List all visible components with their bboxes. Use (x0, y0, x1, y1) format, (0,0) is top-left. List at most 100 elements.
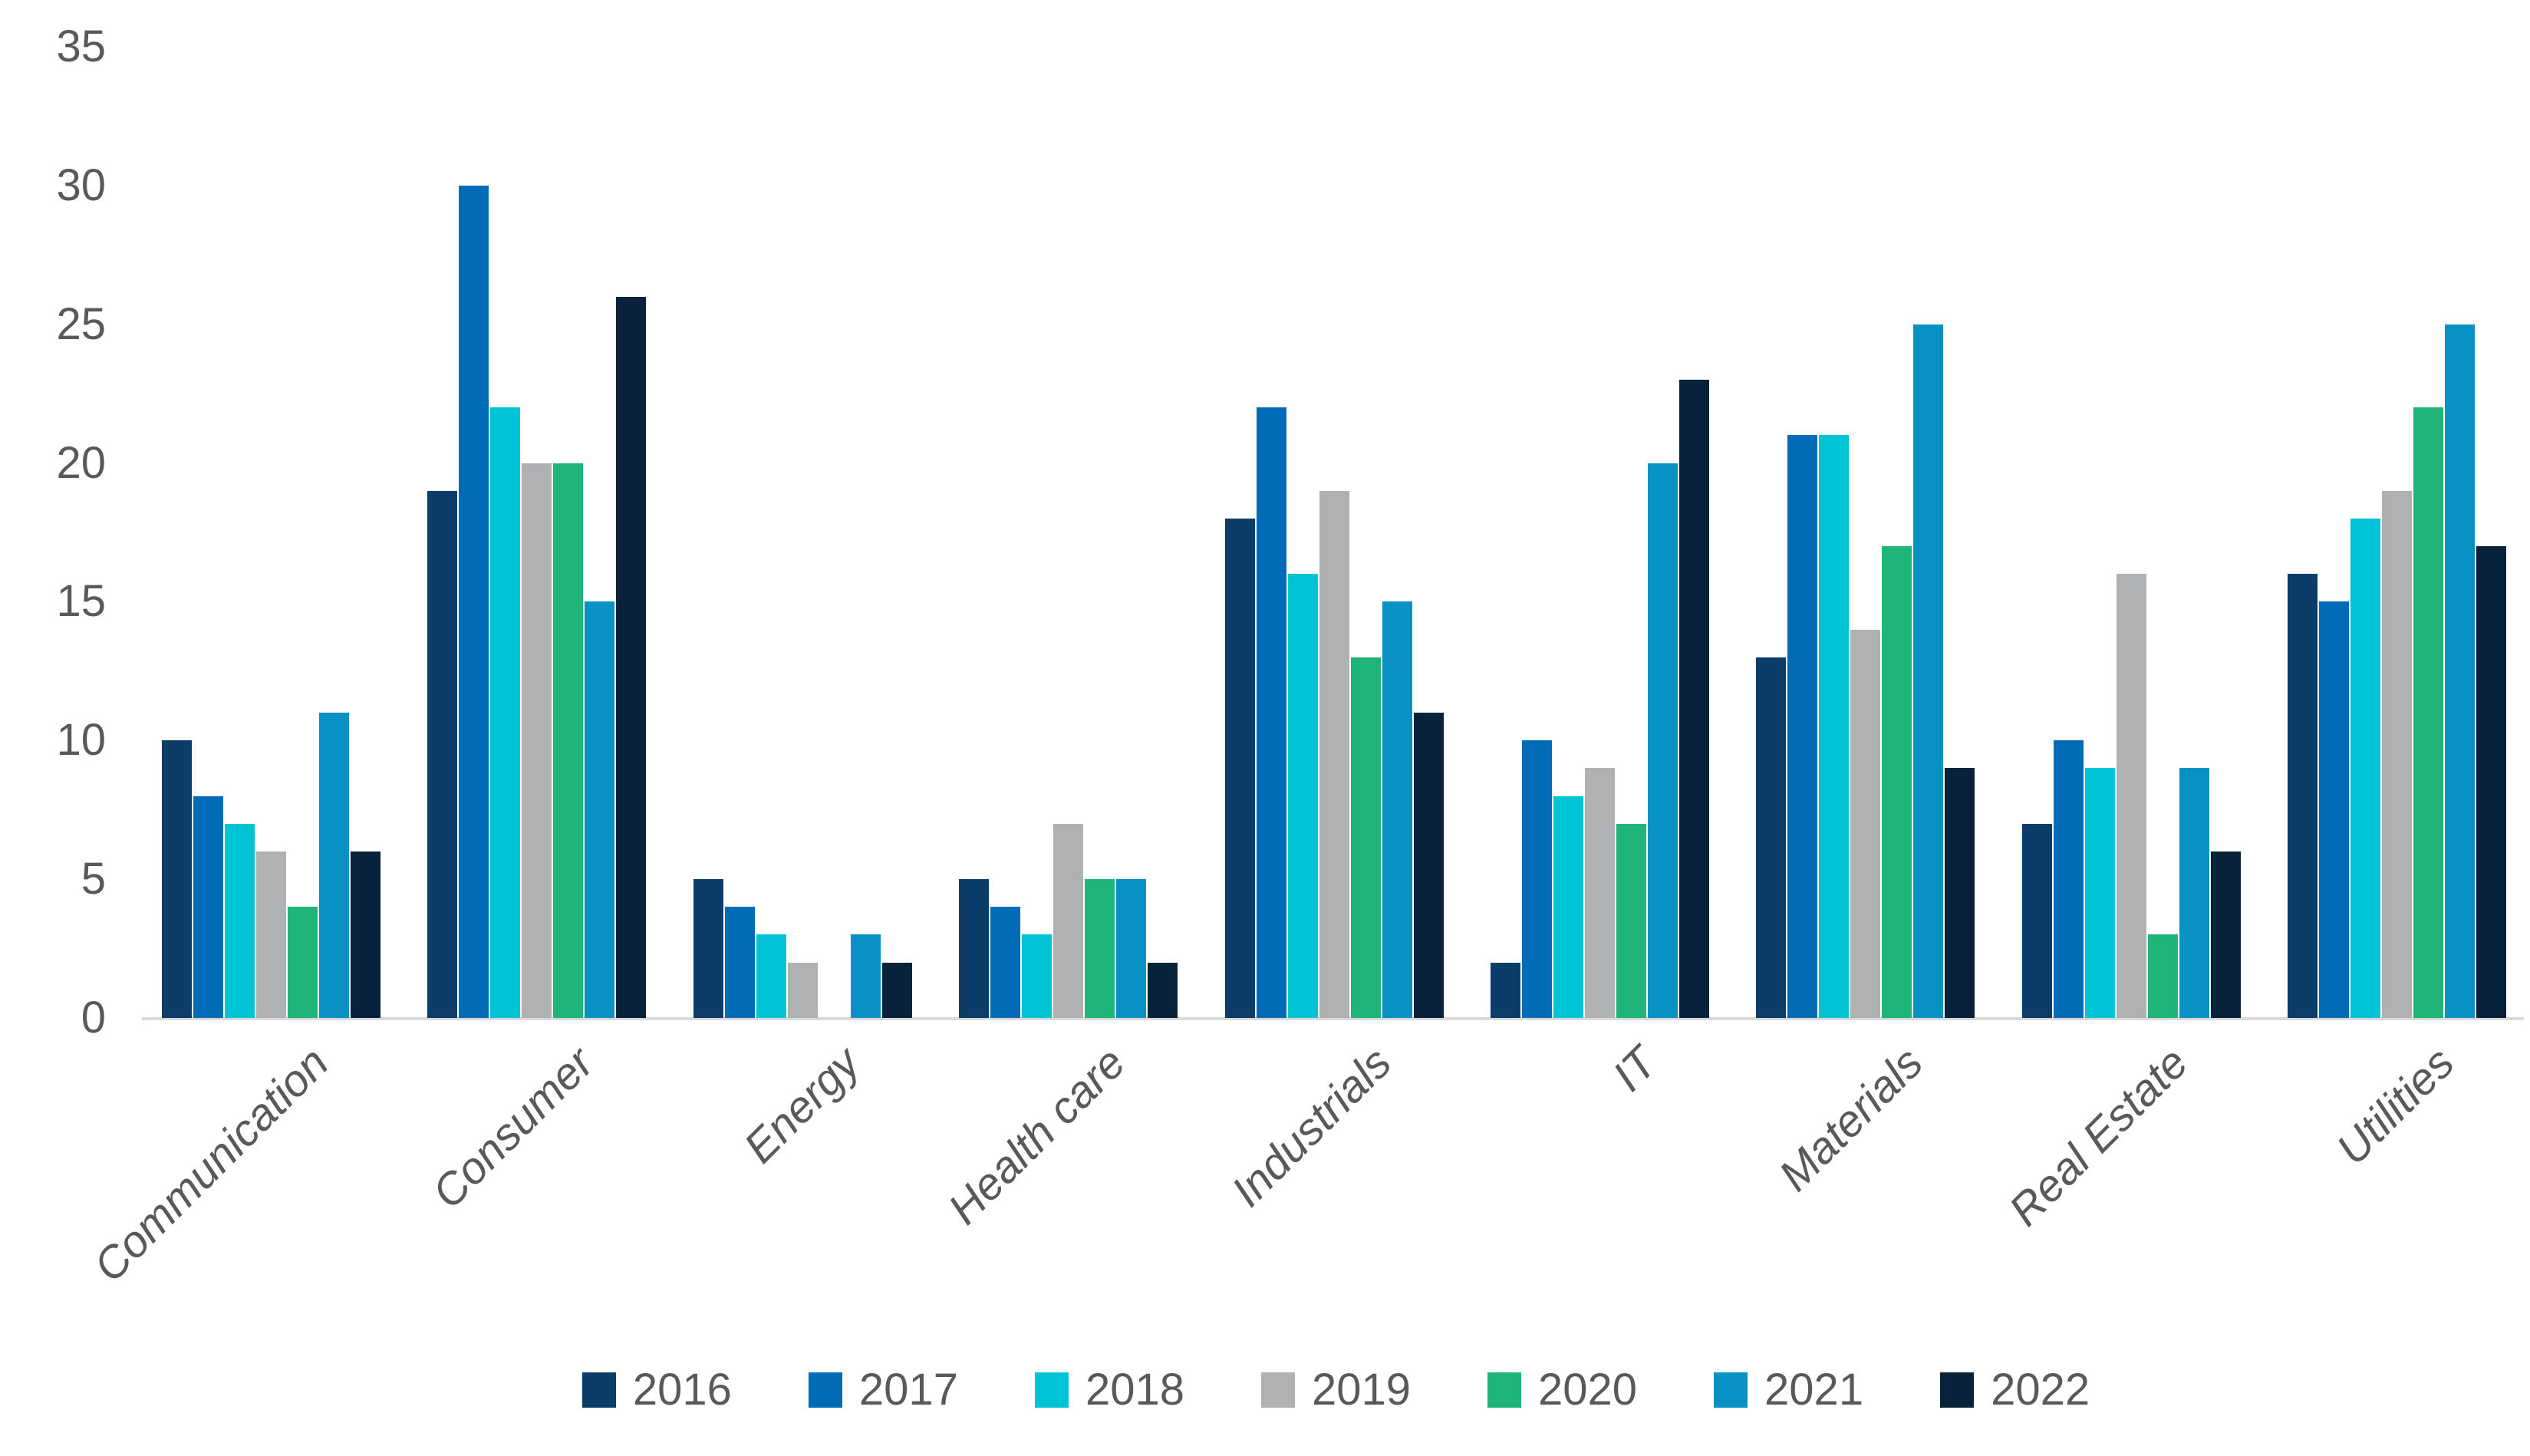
bar-2021-communication (319, 713, 349, 1018)
bar-2018-industrials (1288, 574, 1318, 1018)
bar-2019-energy (788, 962, 818, 1018)
bar-2018-real-estate (2085, 768, 2115, 1018)
bar-2019-utilities (2382, 490, 2412, 1018)
legend-swatch-2020 (1487, 1372, 1522, 1408)
category-label: Health care (938, 1037, 1135, 1234)
category-label: Communication (84, 1037, 338, 1292)
category-label: Energy (734, 1037, 869, 1173)
bar-2017-materials (1787, 435, 1817, 1018)
category-label: IT (1603, 1037, 1667, 1102)
bar-2017-utilities (2319, 601, 2349, 1018)
legend-item: 2022 (1940, 1367, 2090, 1413)
y-tick-label: 10 (56, 715, 106, 766)
bar-2019-it (1585, 768, 1615, 1018)
bar-2019-industrials (1319, 490, 1349, 1018)
bar-2018-materials (1819, 435, 1849, 1018)
bar-2018-health-care (1022, 934, 1052, 1018)
bar-2016-materials (1756, 657, 1786, 1018)
bar-2021-energy (851, 934, 881, 1018)
legend: 2016 2017 2018 2019 2020 2021 2022 (142, 1367, 2530, 1413)
bar-2016-it (1491, 962, 1520, 1018)
y-tick-label: 20 (56, 437, 106, 488)
bar-2017-communication (193, 796, 223, 1018)
bar-2020-it (1616, 823, 1646, 1018)
legend-item: 2021 (1714, 1367, 1863, 1413)
category-label: Materials (1769, 1037, 1932, 1201)
y-tick-label: 35 (56, 21, 106, 71)
bar-2022-consumer (616, 296, 646, 1018)
bar-2022-it (1679, 380, 1709, 1018)
bar-2021-health-care (1116, 879, 1146, 1018)
bar-2021-utilities (2445, 324, 2475, 1018)
bar-2019-health-care (1053, 823, 1083, 1018)
bar-2022-utilities (2476, 546, 2506, 1018)
legend-label: 2017 (858, 1365, 958, 1415)
bar-2016-consumer (427, 490, 457, 1018)
category-label: Utilities (2327, 1037, 2464, 1174)
legend-label: 2016 (632, 1365, 732, 1415)
category-label: Consumer (423, 1037, 604, 1218)
y-tick-label: 30 (56, 160, 106, 210)
bar-2017-health-care (990, 907, 1020, 1018)
bar-2017-consumer (459, 185, 489, 1018)
bar-2020-health-care (1085, 879, 1115, 1018)
legend-swatch-2022 (1940, 1372, 1975, 1408)
bar-2019-consumer (522, 463, 552, 1018)
x-axis-line (142, 1017, 2524, 1020)
bar-2021-materials (1913, 324, 1943, 1018)
legend-item: 2020 (1487, 1367, 1637, 1413)
bar-2020-utilities (2413, 407, 2443, 1018)
bar-2022-real-estate (2211, 851, 2241, 1018)
bar-2021-industrials (1382, 601, 1412, 1018)
bar-2019-real-estate (2117, 574, 2146, 1018)
bar-2016-communication (162, 740, 192, 1018)
legend-label: 2018 (1085, 1365, 1184, 1415)
y-tick-label: 0 (81, 993, 106, 1043)
bar-2020-real-estate (2148, 934, 2178, 1018)
legend-swatch-2021 (1714, 1372, 1748, 1408)
legend-label: 2021 (1764, 1365, 1864, 1415)
y-tick-label: 5 (81, 854, 106, 904)
legend-swatch-2016 (581, 1372, 616, 1408)
bar-2020-consumer (553, 463, 583, 1018)
bar-2022-health-care (1148, 962, 1178, 1018)
bar-2020-communication (288, 907, 318, 1018)
bar-2022-communication (351, 851, 380, 1018)
bar-2017-real-estate (2054, 740, 2084, 1018)
bar-2020-materials (1882, 546, 1912, 1018)
bar-2016-energy (693, 879, 723, 1018)
bar-2017-energy (725, 907, 755, 1018)
legend-label: 2022 (1991, 1365, 2090, 1415)
legend-swatch-2019 (1260, 1372, 1295, 1408)
legend-item: 2019 (1260, 1365, 1412, 1415)
bar-2021-it (1648, 463, 1678, 1018)
category-label: Industrials (1221, 1037, 1401, 1217)
bar-2017-it (1522, 740, 1552, 1018)
bar-2020-industrials (1351, 657, 1381, 1018)
bar-2018-energy (756, 934, 786, 1018)
bar-2021-real-estate (2179, 768, 2209, 1018)
legend-item: 2017 (808, 1365, 958, 1415)
bar-2016-health-care (959, 879, 989, 1018)
legend-label: 2019 (1311, 1365, 1412, 1415)
legend-swatch-2017 (808, 1372, 842, 1408)
legend-swatch-2018 (1034, 1372, 1069, 1408)
bar-2022-materials (1945, 768, 1975, 1018)
bar-2021-consumer (585, 601, 614, 1018)
bar-2022-energy (882, 962, 912, 1018)
legend-item: 2016 (581, 1365, 732, 1415)
bar-2016-utilities (2288, 574, 2318, 1018)
bar-2016-industrials (1225, 518, 1255, 1018)
bar-2018-communication (225, 823, 255, 1018)
bar-2018-it (1553, 796, 1583, 1018)
bar-2018-consumer (490, 407, 520, 1018)
category-label: Real Estate (2000, 1037, 2198, 1236)
bar-2019-materials (1850, 629, 1880, 1018)
bar-2017-industrials (1257, 407, 1286, 1018)
bar-2016-real-estate (2022, 823, 2052, 1018)
bar-2022-industrials (1414, 713, 1444, 1018)
legend-label: 2020 (1538, 1365, 1638, 1415)
y-tick-label: 25 (56, 298, 106, 349)
legend-item: 2018 (1034, 1365, 1184, 1415)
